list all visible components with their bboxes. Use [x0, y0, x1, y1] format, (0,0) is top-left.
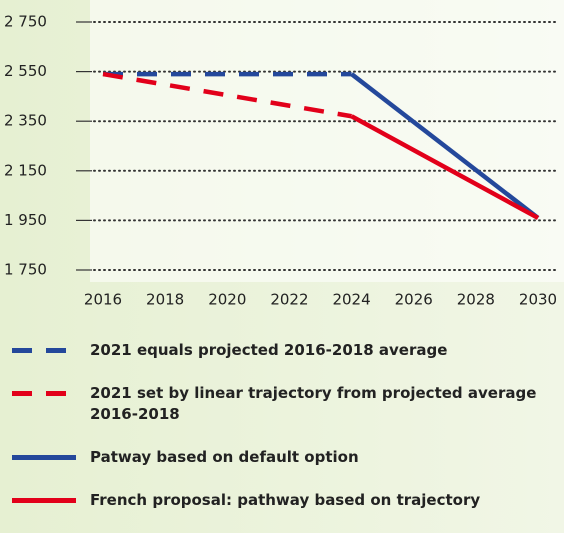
- legend-label: 2021 set by linear trajectory from proje…: [90, 384, 537, 423]
- x-tick-label: 2030: [519, 291, 557, 309]
- y-tick-label: 2 550: [4, 62, 47, 80]
- legend-swatch: [12, 455, 76, 460]
- legend-swatch: [12, 391, 76, 396]
- line: [350, 114, 540, 220]
- chart: 1 750 1 950 2 150 2 350 2 550 2 750 2016 2018 20…: [4, 0, 564, 309]
- legend: 2021 equals projected 2016-2018 average 2…: [0, 340, 564, 533]
- y-tick-label: 2 150: [4, 161, 47, 179]
- x-tick-label: 2016: [84, 291, 122, 309]
- y-tick-label: 1 950: [4, 211, 47, 229]
- legend-item: Patway based on default option: [0, 447, 550, 468]
- y-tick-label: 2 750: [4, 13, 47, 31]
- x-tick-label: 2018: [146, 291, 184, 309]
- y-tick-label: 2 350: [4, 112, 47, 130]
- line: [350, 72, 540, 220]
- line: [102, 71, 352, 119]
- x-tick-label: 2026: [395, 291, 433, 309]
- y-tick-label: 1 750: [4, 261, 47, 279]
- legend-swatch: [12, 498, 76, 503]
- legend-item: 2021 equals projected 2016-2018 average: [0, 340, 550, 361]
- x-tick-label: 2024: [332, 291, 370, 309]
- legend-item: French proposal: pathway based on trajec…: [0, 490, 550, 511]
- page: 1 750 1 950 2 150 2 350 2 550 2 750 2016 2018 20…: [0, 0, 564, 513]
- plot-area: [90, 0, 564, 282]
- legend-label: 2021 equals projected 2016-2018 average: [90, 341, 448, 359]
- x-tick-label: 2022: [270, 291, 308, 309]
- x-tick-label: 2020: [208, 291, 246, 309]
- legend-item: 2021 set by linear trajectory from proje…: [0, 383, 550, 425]
- legend-label: Patway based on default option: [90, 448, 359, 466]
- legend-label: French proposal: pathway based on trajec…: [90, 491, 481, 509]
- legend-swatch: [12, 348, 76, 353]
- x-tick-label: 2028: [457, 291, 495, 309]
